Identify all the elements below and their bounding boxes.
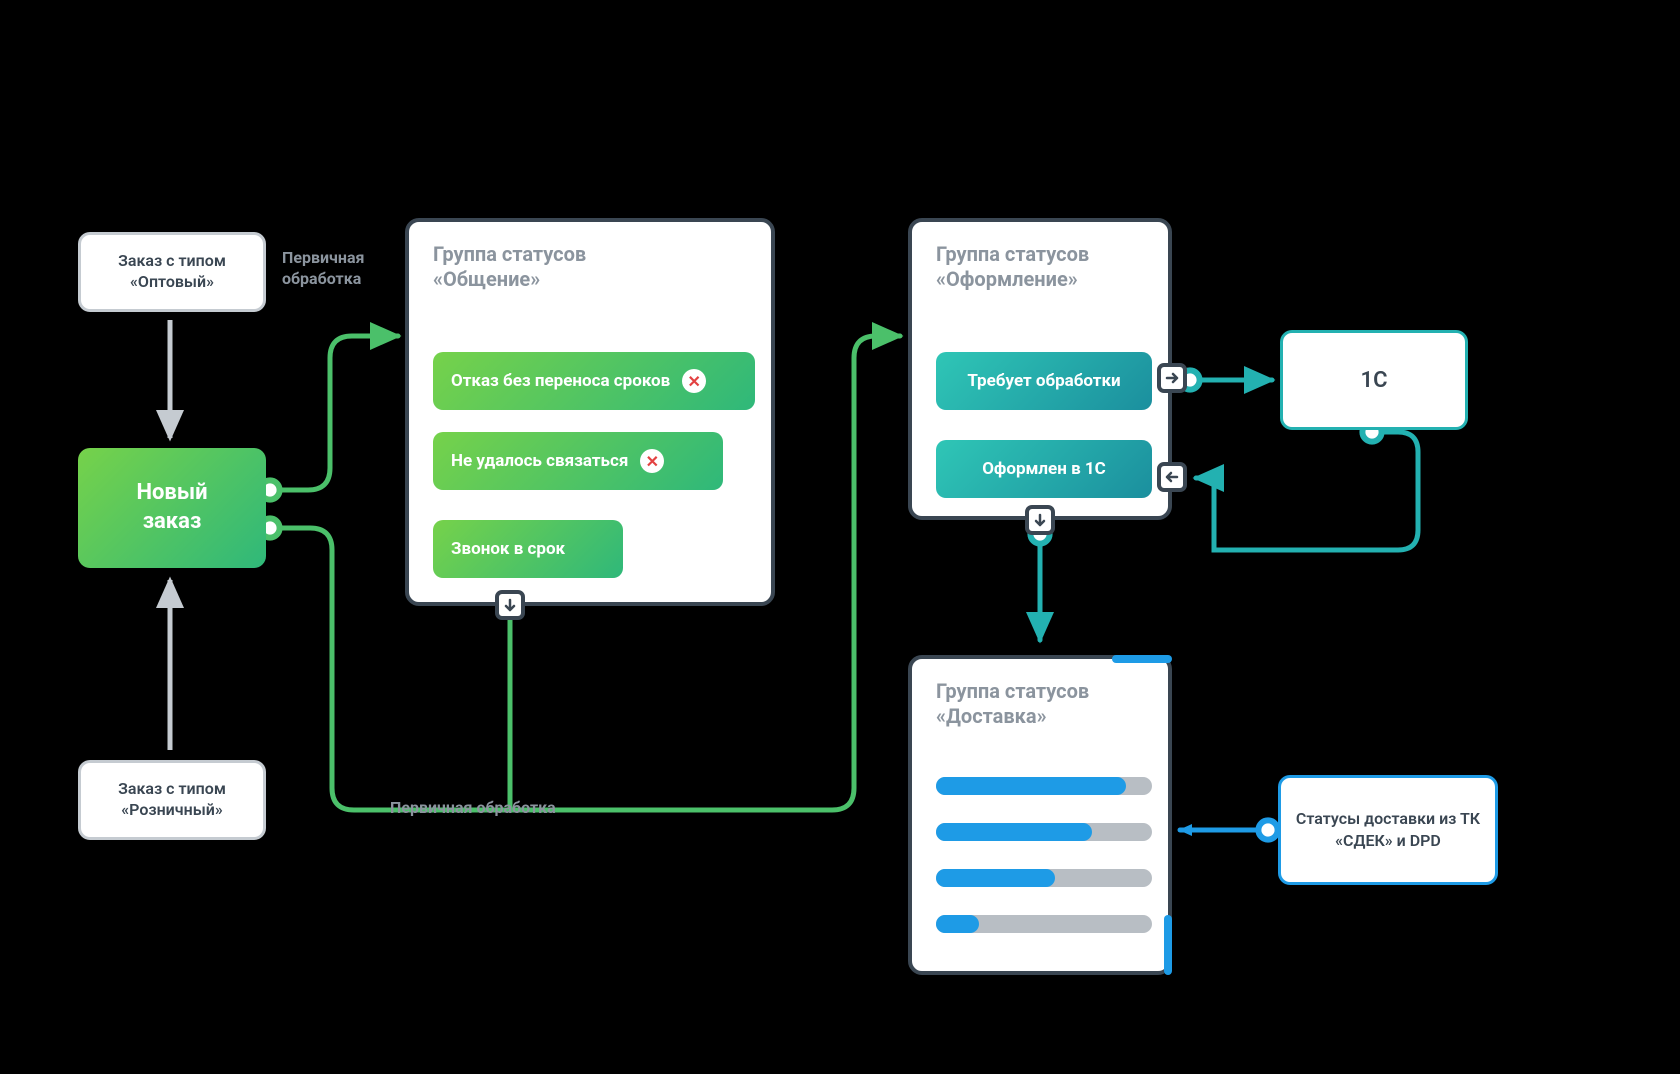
edge-1c-to-formed bbox=[1196, 432, 1418, 550]
retail-label: Заказ с типом«Розничный» bbox=[118, 779, 226, 821]
onec-label: 1С bbox=[1361, 368, 1388, 393]
bar-fill bbox=[936, 869, 1055, 887]
bar-fill bbox=[936, 823, 1092, 841]
status-refusal-label: Отказ без переноса сроков bbox=[451, 371, 670, 391]
status-needs-label: Требует обработки bbox=[967, 371, 1120, 391]
delivery-bars bbox=[936, 777, 1152, 961]
status-needs-processing: Требует обработки bbox=[936, 352, 1152, 410]
bar-fill bbox=[936, 777, 1126, 795]
group-processing-title: Группа статусов «Оформление» bbox=[936, 242, 1089, 292]
wholesale-box: Заказ с типом«Оптовый» bbox=[78, 232, 266, 312]
accent bbox=[1164, 915, 1172, 975]
group-processing: Группа статусов «Оформление» Требует обр… bbox=[908, 218, 1172, 520]
accent bbox=[1112, 655, 1172, 663]
group-delivery-title: Группа статусов «Доставка» bbox=[936, 679, 1089, 729]
new-order-box: Новый заказ bbox=[78, 448, 266, 568]
port-proc-bottom bbox=[1025, 505, 1055, 535]
edge-label-primary-1: Первичнаяобработка bbox=[282, 248, 402, 290]
status-refusal: Отказ без переноса сроков ✕ bbox=[433, 352, 755, 410]
status-failed-label: Не удалось связаться bbox=[451, 451, 628, 471]
x-icon: ✕ bbox=[640, 449, 664, 473]
group-communication-title: Группа статусов «Общение» bbox=[433, 242, 586, 292]
group-delivery: Группа статусов «Доставка» bbox=[908, 655, 1172, 975]
bar-track bbox=[936, 777, 1152, 795]
edge-new-to-comm bbox=[270, 336, 398, 490]
new-order-label: Новый заказ bbox=[136, 479, 207, 536]
edge-label-primary-2: Первичная обработка bbox=[390, 798, 556, 817]
status-formed-label: Оформлен в 1С bbox=[982, 459, 1106, 479]
onec-box: 1С bbox=[1280, 330, 1468, 430]
status-failed-contact: Не удалось связаться ✕ bbox=[433, 432, 723, 490]
status-call-in-time: Звонок в срок bbox=[433, 520, 623, 578]
bar-track bbox=[936, 915, 1152, 933]
bar-track bbox=[936, 869, 1152, 887]
port-proc-top bbox=[1157, 363, 1187, 393]
x-icon: ✕ bbox=[682, 369, 706, 393]
bar-track bbox=[936, 823, 1152, 841]
carriers-label: Статусы доставки из ТК «СДЕК» и DPD bbox=[1295, 808, 1481, 851]
group-communication: Группа статусов «Общение» Отказ без пере… bbox=[405, 218, 775, 606]
bar-fill bbox=[936, 915, 979, 933]
status-call-label: Звонок в срок bbox=[451, 539, 565, 559]
port-comm-bottom bbox=[495, 590, 525, 620]
status-formed-1c: Оформлен в 1С bbox=[936, 440, 1152, 498]
port-proc-mid bbox=[1157, 462, 1187, 492]
wholesale-label: Заказ с типом«Оптовый» bbox=[118, 251, 226, 293]
retail-box: Заказ с типом«Розничный» bbox=[78, 760, 266, 840]
carriers-box: Статусы доставки из ТК «СДЕК» и DPD bbox=[1278, 775, 1498, 885]
